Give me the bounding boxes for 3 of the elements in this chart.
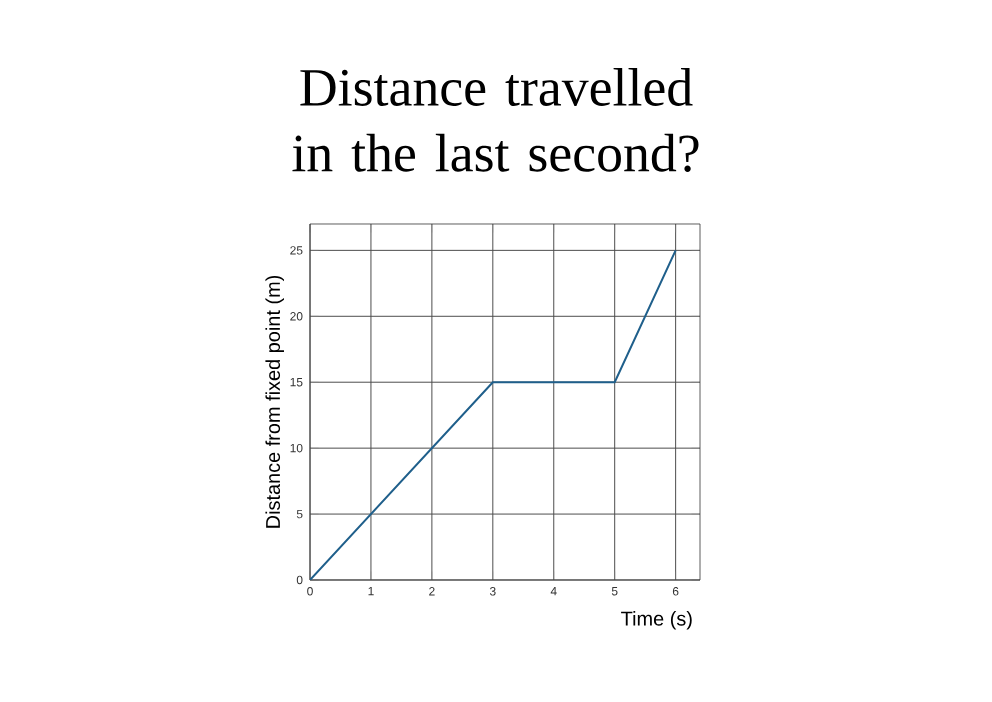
chart-title: Distance travelled in the last second? <box>292 68 699 172</box>
y-axis-title: Distance from fixed point (m) <box>265 275 284 528</box>
x-axis-title: Time (s) <box>621 611 692 630</box>
